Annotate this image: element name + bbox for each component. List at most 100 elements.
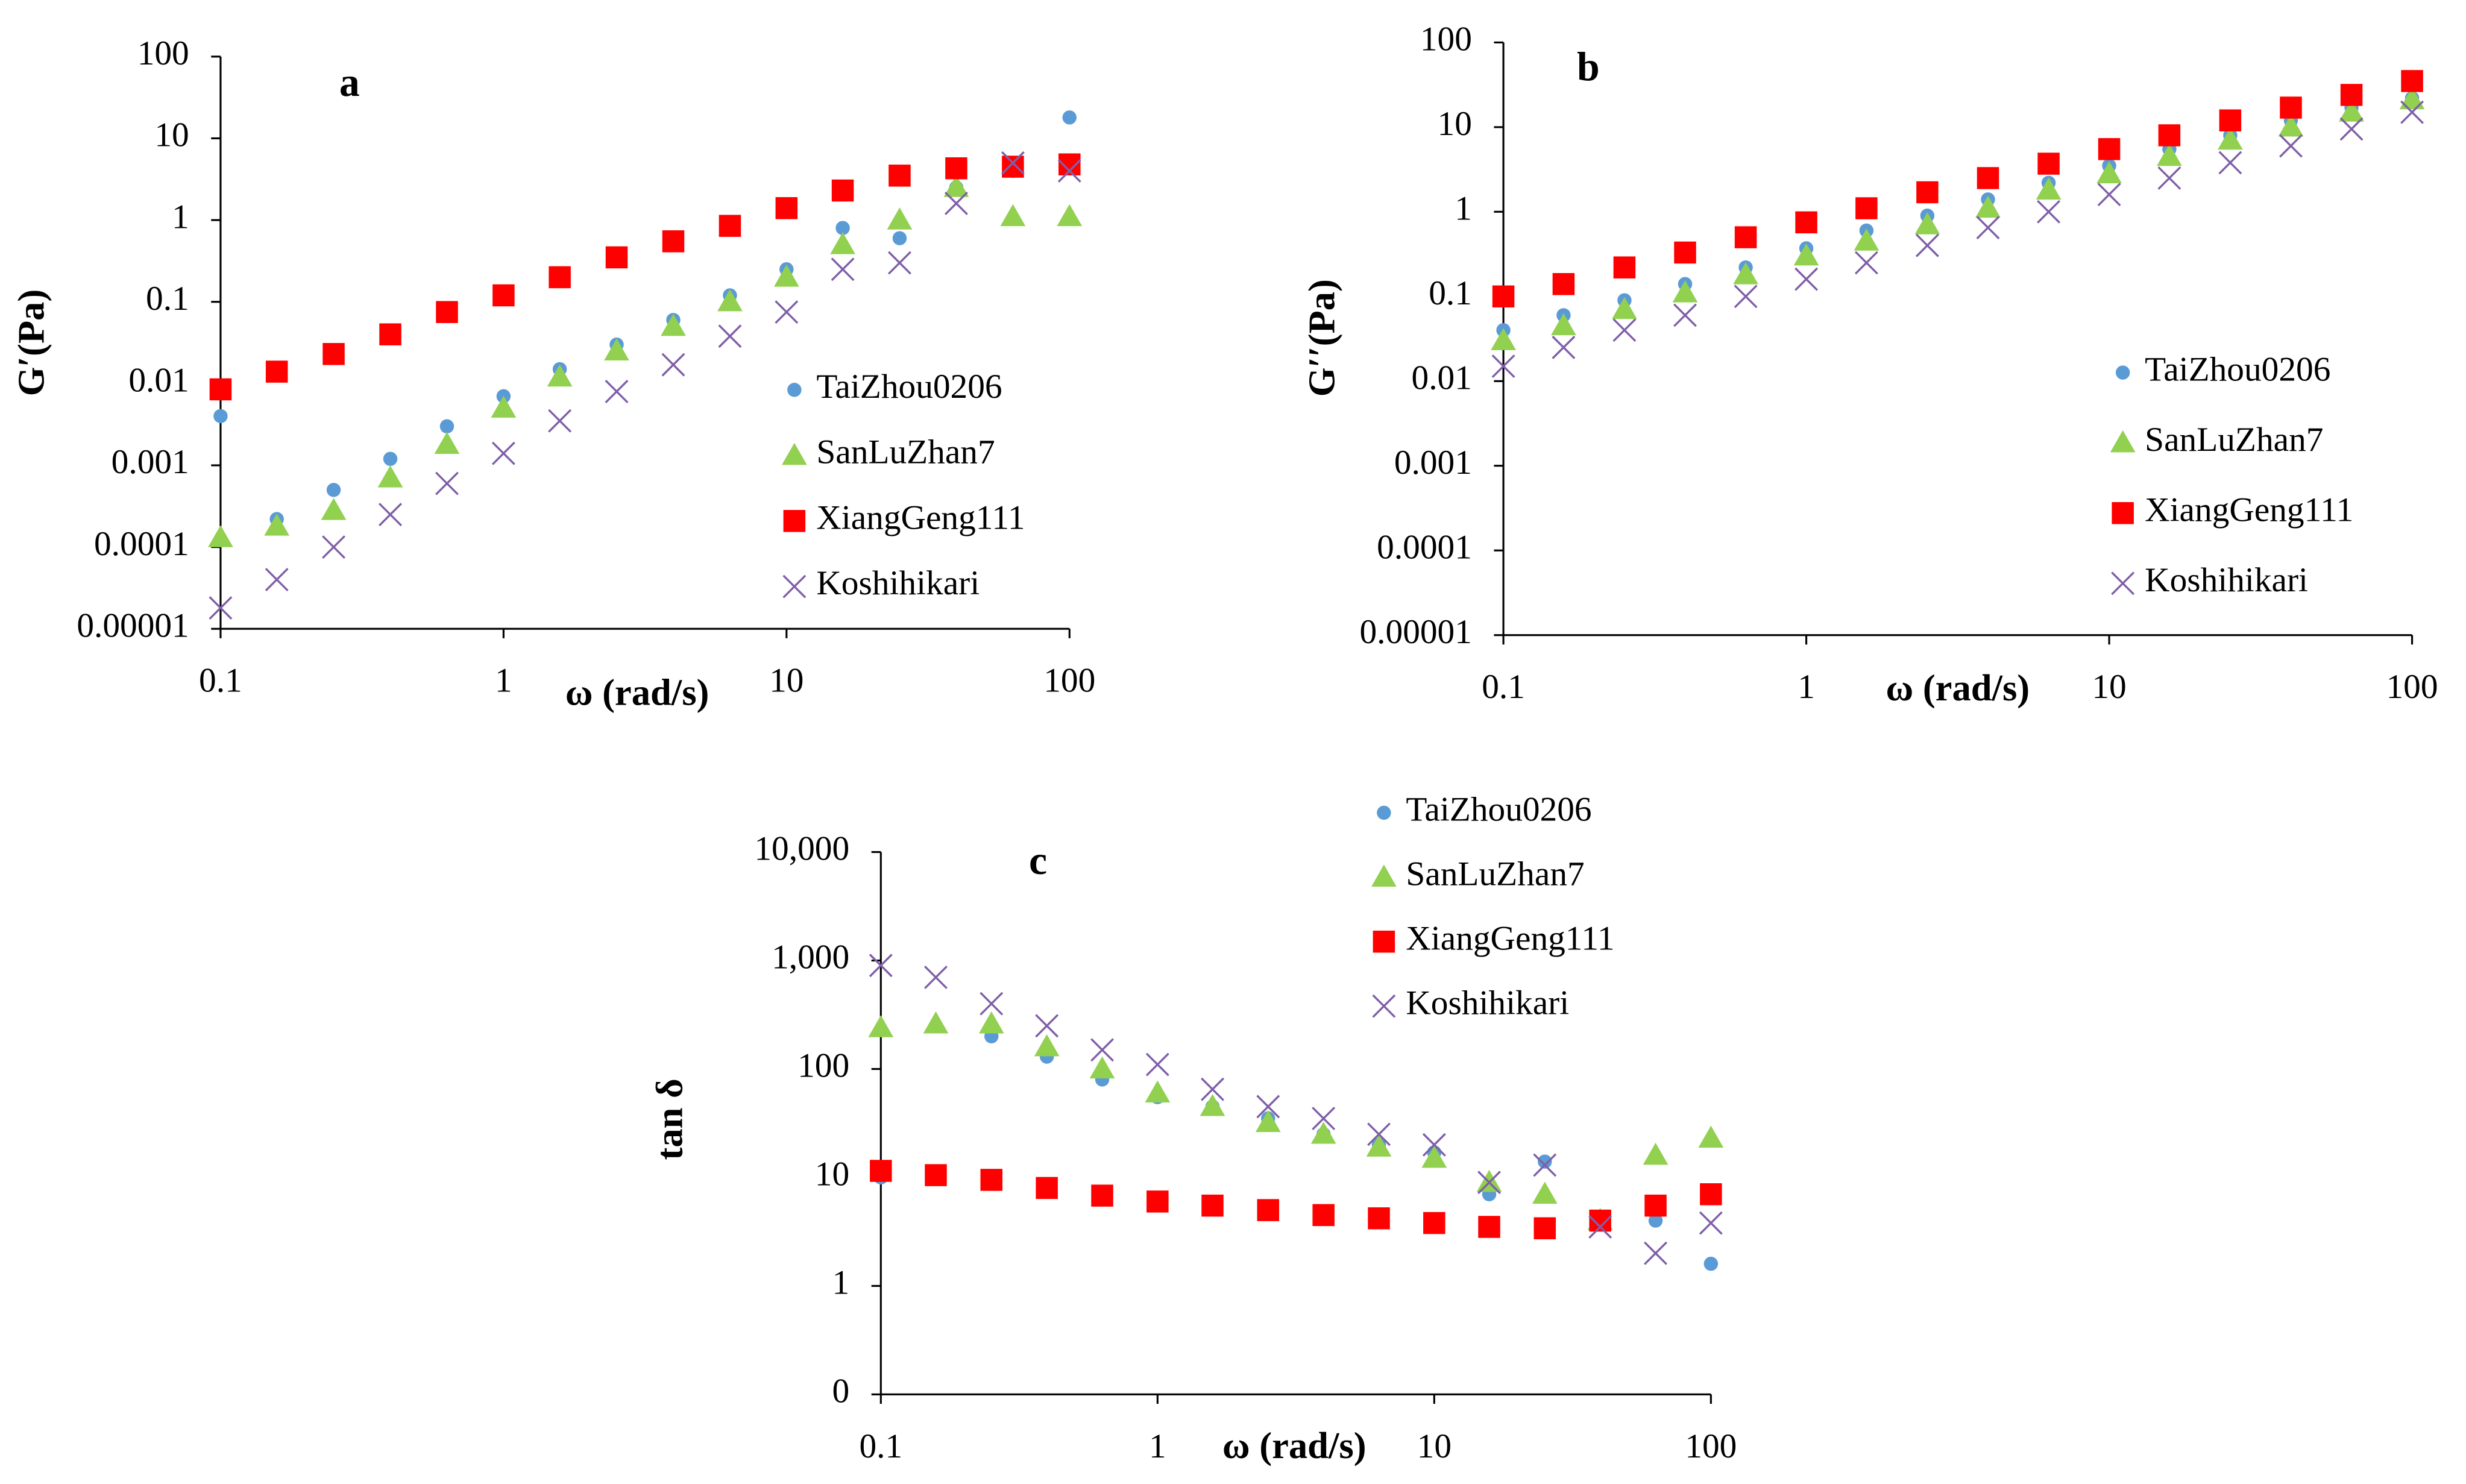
point	[1421, 1145, 1447, 1168]
point	[831, 257, 855, 281]
y-tick-label: 1	[1455, 190, 1472, 228]
point	[978, 1011, 1004, 1034]
point	[1733, 262, 1758, 285]
point	[322, 343, 345, 365]
x-tick-label: 1	[1798, 668, 1815, 706]
legend-marker	[2110, 430, 2136, 453]
point	[434, 432, 460, 454]
point	[1977, 167, 1999, 189]
point	[549, 266, 571, 289]
point	[436, 301, 458, 323]
point	[719, 215, 741, 237]
point	[1035, 1014, 1059, 1038]
point	[1200, 1094, 1225, 1116]
point	[1613, 256, 1636, 278]
point	[605, 380, 629, 403]
point	[2279, 134, 2303, 158]
point	[2097, 183, 2121, 207]
x-tick-label: 100	[1685, 1427, 1737, 1465]
point	[1147, 1190, 1169, 1213]
point	[1491, 328, 1516, 350]
point	[1674, 241, 1696, 264]
point	[326, 483, 341, 497]
legend-marker	[1371, 864, 1397, 887]
x-tick-label: 100	[1043, 662, 1095, 700]
x-axis-label: ω (rad/s)	[1886, 667, 2030, 709]
point	[2096, 161, 2122, 184]
point	[1002, 156, 1024, 178]
point	[869, 954, 893, 978]
point	[773, 265, 799, 287]
chart-title: c	[1029, 838, 1047, 883]
point	[1552, 273, 1575, 295]
y-tick-label: 0.001	[112, 443, 189, 481]
point	[980, 992, 1004, 1016]
point	[1062, 110, 1077, 125]
y-tick-label: 1,000	[772, 939, 849, 976]
point	[2339, 99, 2364, 122]
x-tick-label: 0.1	[199, 662, 242, 700]
point	[1477, 1171, 1501, 1195]
point	[1914, 212, 1940, 234]
point	[605, 246, 628, 269]
legend-marker	[781, 442, 807, 465]
x-tick-label: 0.1	[859, 1427, 902, 1465]
legend-label: TaiZhou0206	[816, 368, 1002, 406]
point	[2400, 100, 2424, 124]
point	[1145, 1080, 1171, 1103]
point	[1034, 1034, 1060, 1057]
legend-label: Koshihikari	[2145, 561, 2308, 599]
y-tick-label: 100	[797, 1047, 849, 1085]
y-tick-label: 0.0001	[94, 525, 189, 563]
legend-label: Koshihikari	[816, 564, 980, 602]
point	[1794, 267, 1819, 291]
point	[2340, 84, 2363, 106]
point	[2401, 70, 2423, 92]
y-tick-label: 0.1	[1429, 274, 1472, 312]
point	[2278, 115, 2304, 137]
legend-marker	[782, 574, 807, 599]
x-tick-label: 1	[495, 662, 512, 700]
chart-title: a	[339, 60, 360, 105]
legend-marker	[1373, 930, 1395, 953]
y-tick-label: 100	[1420, 20, 1472, 58]
point	[2157, 143, 2182, 166]
point	[209, 378, 232, 401]
point	[1000, 204, 1026, 227]
point	[1854, 251, 1878, 275]
point	[265, 360, 288, 383]
y-tick-label: 0.01	[128, 362, 189, 400]
point	[492, 284, 515, 307]
y-axis-label: tan δ	[648, 1078, 690, 1160]
point	[925, 1164, 947, 1186]
legend-marker	[2112, 502, 2134, 524]
legend-marker	[1377, 805, 1391, 820]
x-tick-label: 0.1	[1482, 668, 1525, 706]
point	[887, 207, 913, 230]
point	[1201, 1077, 1224, 1101]
point	[265, 568, 289, 592]
legend-marker	[2115, 365, 2130, 380]
y-tick-label: 10	[1438, 105, 1472, 143]
point	[1422, 1133, 1446, 1157]
point	[1552, 335, 1576, 359]
point	[1700, 1183, 1722, 1206]
point	[1312, 1107, 1336, 1130]
point	[943, 175, 969, 197]
point	[2218, 151, 2242, 175]
y-tick-label: 0.01	[1412, 359, 1472, 397]
point	[718, 324, 742, 348]
point	[1533, 1153, 1557, 1177]
point	[209, 596, 233, 620]
point	[870, 1160, 892, 1182]
legend-label: XiangGeng111	[816, 498, 1025, 536]
point	[1672, 280, 1698, 303]
point	[1478, 1216, 1500, 1238]
y-tick-label: 0.1	[146, 280, 189, 318]
point	[213, 409, 228, 424]
point	[379, 503, 402, 527]
y-tick-label: 0.00001	[1360, 613, 1472, 651]
point	[2218, 127, 2243, 150]
